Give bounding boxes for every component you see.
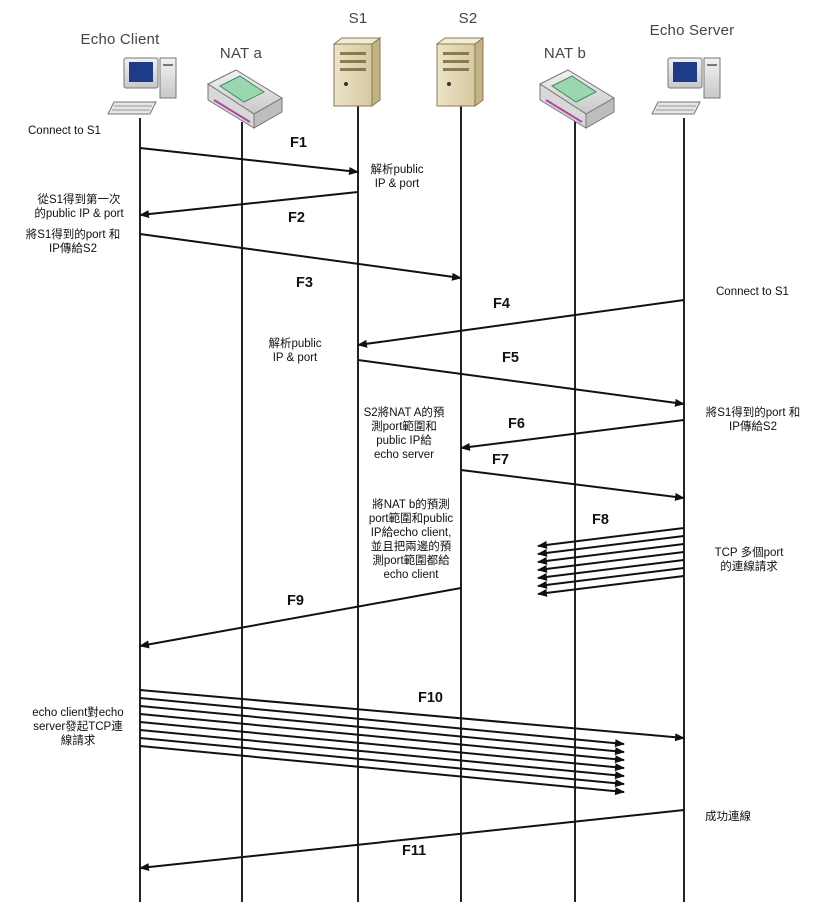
participant-s1: S1 [348, 10, 368, 27]
arrow-f8 [537, 567, 685, 589]
server-icon [435, 37, 485, 107]
note-s1-parse-1: 解析public IP & port [370, 164, 424, 190]
flow-label-f10: F10 [418, 690, 443, 706]
note-success: 成功連線 [705, 811, 751, 823]
arrow-f7 [460, 469, 685, 501]
participant-s2: S2 [458, 10, 478, 27]
note-client-connect: Connect to S1 [28, 125, 101, 137]
flow-label-f9: F9 [287, 593, 304, 609]
arrow-f9 [139, 587, 462, 649]
note-server-send-s2: 將S1得到的port 和 IP傳給S2 [705, 407, 801, 433]
note-s2-to-server: S2將NAT A的預 測port範圍和 public IP給 echo serv… [363, 407, 445, 461]
arrow-f10 [139, 705, 625, 756]
server-icon [332, 37, 382, 107]
note-client-tcp: echo client對echo server發起TCP連 線請求 [32, 707, 124, 747]
arrow-f8-bundle [537, 527, 685, 597]
participant-echo-client: Echo Client [80, 31, 160, 48]
router-icon [538, 69, 615, 129]
arrow-f1 [139, 147, 359, 175]
arrow-f6 [460, 419, 685, 451]
flow-label-f2: F2 [288, 210, 305, 226]
arrow-f8 [537, 535, 685, 557]
computer-icon [651, 57, 721, 115]
arrow-f10-bundle [139, 689, 685, 796]
note-s1-parse-2: 解析public IP & port [268, 338, 322, 364]
arrow-f10 [139, 713, 625, 764]
flow-label-f4: F4 [493, 296, 510, 312]
arrow-f10 [139, 689, 685, 742]
note-server-tcp: TCP 多個port 的連線請求 [714, 547, 784, 573]
note-s2-to-client: 將NAT b的預測 port範圍和public IP給echo client, … [368, 499, 454, 581]
arrow-f4 [357, 299, 685, 348]
flow-label-f6: F6 [508, 416, 525, 432]
note-client-get-ip: 從S1得到第一次 的public IP & port [34, 194, 124, 220]
arrow-f3 [139, 233, 462, 281]
arrow-f10 [139, 721, 625, 772]
arrow-f10 [139, 745, 625, 796]
arrow-f8 [537, 559, 685, 581]
flow-label-f5: F5 [502, 350, 519, 366]
arrow-f8 [537, 543, 685, 565]
arrow-f2 [139, 191, 359, 219]
arrow-f10 [139, 737, 625, 788]
note-server-connect: Connect to S1 [716, 286, 789, 298]
arrow-f10 [139, 697, 625, 748]
arrow-f11 [139, 809, 685, 872]
arrow-f8 [537, 551, 685, 573]
messages [139, 147, 685, 872]
flow-label-f7: F7 [492, 452, 509, 468]
flow-label-f8: F8 [592, 512, 609, 528]
flow-label-f1: F1 [290, 135, 307, 151]
router-icon [206, 69, 283, 129]
lifelines [139, 104, 685, 902]
arrow-f5 [357, 359, 685, 407]
note-client-send-s2: 將S1得到的port 和 IP傳給S2 [25, 229, 121, 255]
participant-echo-server: Echo Server [649, 22, 735, 39]
flow-label-f3: F3 [296, 275, 313, 291]
arrow-f8 [537, 575, 685, 597]
flow-label-f11: F11 [402, 843, 427, 859]
arrow-f10 [139, 729, 625, 780]
participant-nat-b: NAT b [543, 45, 587, 62]
computer-icon [107, 57, 177, 115]
arrow-f8 [537, 527, 685, 549]
participant-nat-a: NAT a [219, 45, 263, 62]
